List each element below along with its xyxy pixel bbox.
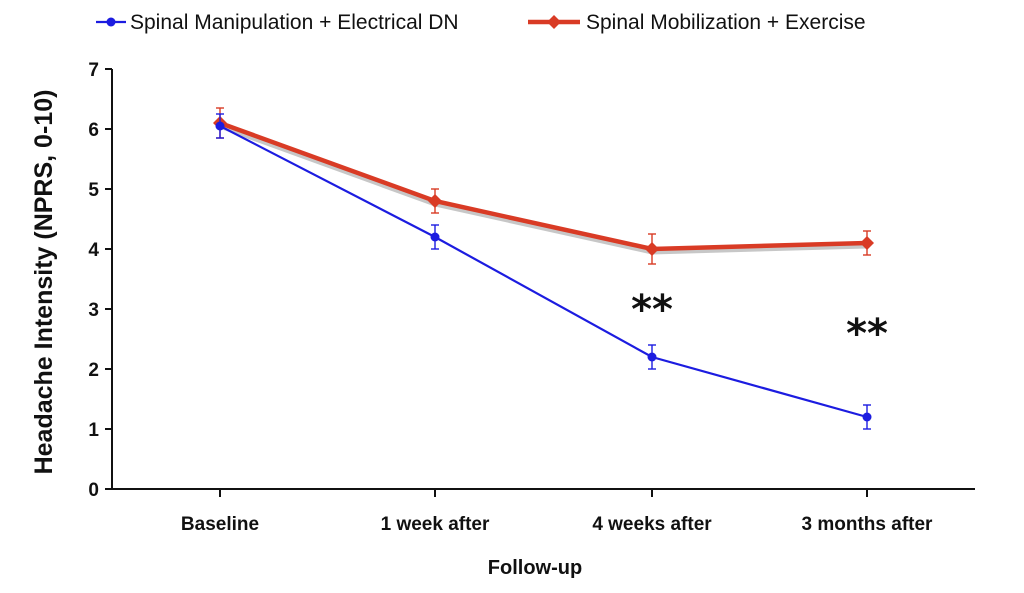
axes: 0 1 2 3 4 5 6 7 Baseline 1 week after 4 weeks afte… <box>88 60 975 535</box>
series-line <box>219 125 868 419</box>
legend-marker <box>106 17 116 27</box>
x-tick-label: Baseline <box>181 514 259 535</box>
significance-annotation: ** <box>846 311 888 357</box>
x-axis-title: Follow-up <box>488 557 582 579</box>
data-point <box>645 242 659 256</box>
data-point <box>862 412 872 422</box>
annotation-layer: ** ** <box>631 287 888 357</box>
data-point <box>860 236 874 250</box>
series-layer <box>213 107 874 430</box>
y-tick-label: 1 <box>88 420 99 441</box>
series-manipulation-dn <box>215 113 872 430</box>
data-point <box>430 232 440 242</box>
legend-item: Spinal Manipulation + Electrical DN <box>96 11 459 34</box>
y-tick-label: 7 <box>88 60 99 81</box>
data-point <box>215 121 225 131</box>
y-tick-label: 3 <box>88 300 99 321</box>
y-tick-label: 0 <box>88 480 99 501</box>
y-tick-label: 5 <box>88 180 99 201</box>
legend: Spinal Manipulation + Electrical DN Spina… <box>96 11 866 34</box>
data-point <box>647 352 657 362</box>
y-tick-label: 4 <box>88 240 99 261</box>
legend-item: Spinal Mobilization + Exercise <box>528 11 866 34</box>
series-mobilization-exercise <box>213 107 874 265</box>
y-tick-label: 2 <box>88 360 99 381</box>
y-axis-title: Headache Intensity (NPRS, 0-10) <box>30 90 58 475</box>
y-tick-label: 6 <box>88 120 99 141</box>
x-tick-label: 1 week after <box>381 514 490 535</box>
x-tick-label: 4 weeks after <box>592 514 712 535</box>
series-line-shadow <box>219 123 868 255</box>
significance-annotation: ** <box>631 287 673 333</box>
legend-marker <box>547 15 561 29</box>
data-point <box>428 194 442 208</box>
series-line <box>219 120 868 252</box>
legend-label: Spinal Manipulation + Electrical DN <box>130 11 459 34</box>
legend-label: Spinal Mobilization + Exercise <box>586 11 866 34</box>
x-tick-label: 3 months after <box>802 514 934 535</box>
